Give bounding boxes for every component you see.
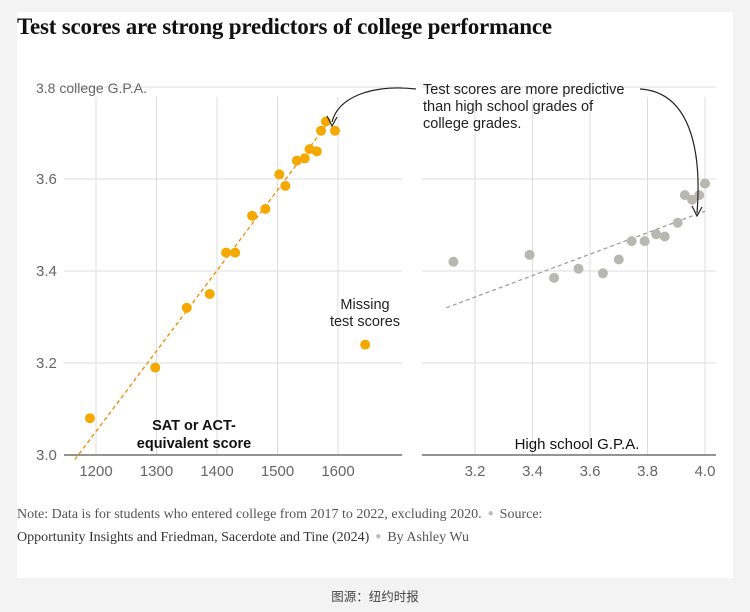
- left-data-point: [299, 153, 310, 164]
- right-data-point: [549, 272, 560, 283]
- left-data-point: [221, 247, 232, 258]
- annotation-arrow-left: [331, 87, 417, 123]
- annotation-line-3: college grades.: [423, 116, 521, 132]
- right-x-tick-label: 4.0: [695, 463, 716, 480]
- right-data-point: [687, 194, 698, 205]
- left-x-tick-label: 1300: [140, 463, 173, 480]
- left-data-point: [316, 125, 327, 136]
- right-data-point: [679, 190, 690, 201]
- left-data-point: [280, 180, 291, 191]
- right-data-point: [639, 236, 650, 247]
- left-data-point: [181, 302, 192, 313]
- right-data-point: [694, 190, 705, 201]
- right-data-point: [626, 236, 637, 247]
- right-x-tick-label: 3.6: [580, 463, 601, 480]
- chart-card: [17, 12, 733, 578]
- note-text: Note: Data is for students who entered c…: [17, 507, 482, 522]
- note-block: Note: Data is for students who entered c…: [17, 503, 707, 549]
- left-data-point: [84, 413, 95, 424]
- annotation-line-1: Test scores are more predictive: [423, 82, 624, 98]
- text-layer: 3.8 college G.P.A. Missing test scores S…: [36, 80, 703, 453]
- left-x-tick-label: 1400: [200, 463, 233, 480]
- right-data-point: [597, 268, 608, 279]
- left-xlabel-line-2: equivalent score: [137, 436, 251, 452]
- left-data-point: [260, 203, 271, 214]
- annotation-arrowhead-right: [691, 205, 703, 218]
- y-tick-label: 3.6: [36, 171, 57, 188]
- left-x-tick-label: 1500: [261, 463, 294, 480]
- right-x-tick-label: 3.8: [637, 463, 658, 480]
- left-data-point: [247, 210, 258, 221]
- left-x-tick-label: 1200: [79, 463, 112, 480]
- chart-title: Test scores are strong predictors of col…: [17, 14, 552, 39]
- source-label: Source:: [499, 507, 543, 522]
- left-data-point: [150, 362, 161, 373]
- right-data-point: [573, 263, 584, 274]
- right-trendline: [446, 210, 706, 309]
- left-data-point: [230, 247, 241, 258]
- right-data-point: [651, 229, 662, 240]
- missing-score-point: [360, 339, 371, 350]
- y-tick-label: 3.0: [36, 447, 57, 464]
- grid-layer: [64, 86, 716, 455]
- right-xlabel: High school G.P.A.: [515, 436, 640, 453]
- annotation-line-2: than high school grades of: [423, 99, 594, 115]
- right-x-tick-label: 3.4: [522, 463, 543, 480]
- left-trendline: [74, 118, 332, 460]
- points-layer: [84, 116, 710, 424]
- left-data-point: [329, 125, 340, 136]
- annotation-arrow-right: [639, 88, 699, 214]
- right-data-point: [613, 254, 624, 265]
- left-data-point: [204, 289, 215, 299]
- left-data-point: [291, 155, 302, 166]
- source-text: Opportunity Insights and Friedman, Sacer…: [17, 530, 370, 545]
- right-data-point: [524, 249, 535, 260]
- missing-label-line-1: Missing: [340, 297, 389, 313]
- right-data-point: [448, 256, 459, 267]
- axis-layer: 3.0 3.2 3.4 3.6 1200 1300 1400 1500 1600 3.2 3.4 3.…: [36, 171, 716, 480]
- trendline-layer: [74, 118, 706, 460]
- y-tick-label: 3.4: [36, 263, 57, 280]
- missing-label-line-2: test scores: [330, 314, 400, 330]
- annotation-arrowhead-left: [326, 115, 338, 128]
- right-x-tick-label: 3.2: [465, 463, 486, 480]
- right-data-point: [659, 231, 670, 242]
- left-xlabel-line-1: SAT or ACT-: [152, 418, 236, 434]
- separator-dot: ●: [375, 531, 382, 542]
- y-top-label: 3.8 college G.P.A.: [36, 80, 147, 96]
- left-data-point: [274, 169, 285, 180]
- right-data-point: [672, 217, 683, 228]
- left-data-point: [311, 146, 322, 157]
- left-x-tick-label: 1600: [321, 463, 354, 480]
- separator-dot: ●: [487, 508, 494, 519]
- image-credit: 图源：纽约时报: [331, 589, 419, 604]
- y-tick-label: 3.2: [36, 355, 57, 372]
- right-data-point: [700, 178, 710, 189]
- byline: By Ashley Wu: [387, 530, 469, 545]
